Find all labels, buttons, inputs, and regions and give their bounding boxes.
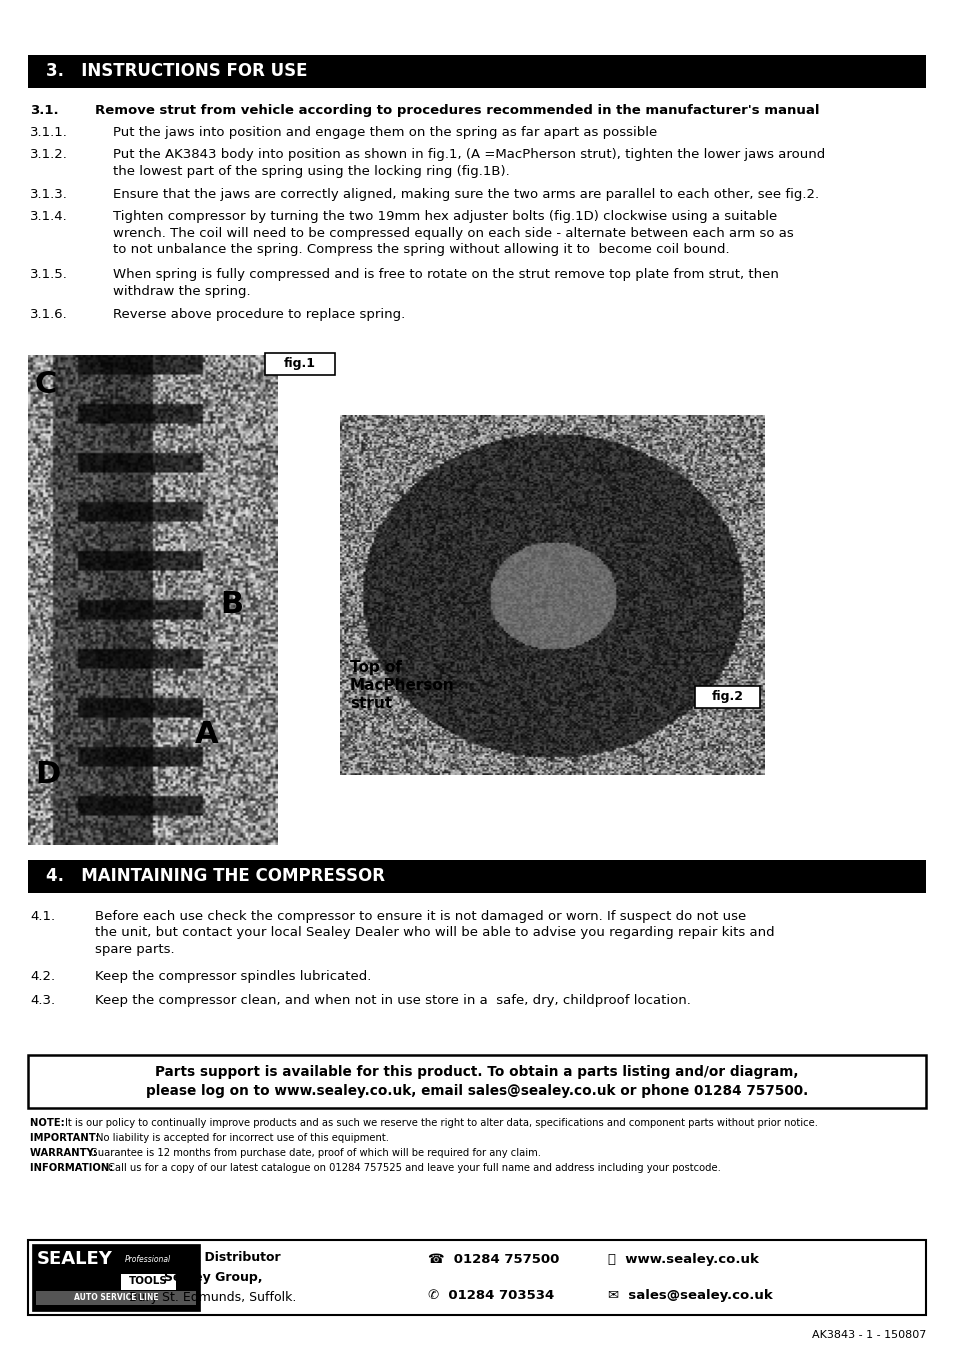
Text: Bury St. Edmunds, Suffolk.: Bury St. Edmunds, Suffolk. xyxy=(130,1291,296,1304)
Text: Top of
MacPherson
strut: Top of MacPherson strut xyxy=(350,660,455,711)
Text: B: B xyxy=(220,589,243,619)
Text: Put the AK3843 body into position as shown in fig.1, (A =MacPherson strut), tigh: Put the AK3843 body into position as sho… xyxy=(112,148,824,178)
Text: 3.   INSTRUCTIONS FOR USE: 3. INSTRUCTIONS FOR USE xyxy=(46,62,307,80)
Text: 3.1.: 3.1. xyxy=(30,104,58,117)
Text: ⓦ  www.sealey.co.uk: ⓦ www.sealey.co.uk xyxy=(607,1253,758,1266)
Bar xyxy=(28,860,925,893)
Text: ✆  01284 703534: ✆ 01284 703534 xyxy=(428,1289,554,1302)
Text: Put the jaws into position and engage them on the spring as far apart as possibl: Put the jaws into position and engage th… xyxy=(112,126,657,140)
Text: 3.1.3.: 3.1.3. xyxy=(30,188,68,201)
Text: Tighten compressor by turning the two 19mm hex adjuster bolts (fig.1D) clockwise: Tighten compressor by turning the two 19… xyxy=(112,210,793,256)
Text: 4.   MAINTAINING THE COMPRESSOR: 4. MAINTAINING THE COMPRESSOR xyxy=(46,867,385,886)
Text: ✉  sales@sealey.co.uk: ✉ sales@sealey.co.uk xyxy=(607,1289,772,1302)
Text: When spring is fully compressed and is free to rotate on the strut remove top pl: When spring is fully compressed and is f… xyxy=(112,268,778,298)
Text: INFORMATION:: INFORMATION: xyxy=(30,1163,117,1173)
Text: A: A xyxy=(194,720,218,749)
Text: WARRANTY:: WARRANTY: xyxy=(30,1148,100,1159)
Text: Reverse above procedure to replace spring.: Reverse above procedure to replace sprin… xyxy=(112,308,405,321)
Text: 3.1.4.: 3.1.4. xyxy=(30,210,68,224)
Text: NOTE:: NOTE: xyxy=(30,1118,69,1127)
Text: please log on to www.sealey.co.uk, email sales@sealey.co.uk or phone 01284 75750: please log on to www.sealey.co.uk, email… xyxy=(146,1084,807,1098)
Text: Guarantee is 12 months from purchase date, proof of which will be required for a: Guarantee is 12 months from purchase dat… xyxy=(90,1148,540,1159)
Bar xyxy=(28,1056,925,1108)
Text: Sealey Group,: Sealey Group, xyxy=(164,1271,262,1285)
Text: Remove strut from vehicle according to procedures recommended in the manufacture: Remove strut from vehicle according to p… xyxy=(95,104,819,117)
Text: 4.3.: 4.3. xyxy=(30,995,55,1007)
Text: Keep the compressor spindles lubricated.: Keep the compressor spindles lubricated. xyxy=(95,970,371,982)
Text: fig.2: fig.2 xyxy=(711,691,742,703)
Text: 3.1.6.: 3.1.6. xyxy=(30,308,68,321)
Text: Call us for a copy of our latest catalogue on 01284 757525 and leave your full n: Call us for a copy of our latest catalog… xyxy=(109,1163,720,1173)
Text: Sole UK Distributor: Sole UK Distributor xyxy=(146,1251,280,1264)
Text: AK3843 - 1 - 150807: AK3843 - 1 - 150807 xyxy=(811,1331,925,1340)
Text: C: C xyxy=(35,370,57,398)
Text: 4.1.: 4.1. xyxy=(30,911,55,923)
Bar xyxy=(28,1240,925,1314)
Text: 4.2.: 4.2. xyxy=(30,970,55,982)
Text: ☎  01284 757500: ☎ 01284 757500 xyxy=(428,1253,558,1266)
Text: IMPORTANT:: IMPORTANT: xyxy=(30,1133,103,1144)
Text: Parts support is available for this product. To obtain a parts listing and/or di: Parts support is available for this prod… xyxy=(155,1065,798,1080)
Bar xyxy=(695,686,760,709)
Text: 3.1.2.: 3.1.2. xyxy=(30,148,68,161)
Bar xyxy=(36,1290,195,1305)
Text: AUTO SERVICE LINE: AUTO SERVICE LINE xyxy=(73,1293,158,1302)
Text: No liability is accepted for incorrect use of this equipment.: No liability is accepted for incorrect u… xyxy=(96,1133,389,1144)
Text: 3.1.1.: 3.1.1. xyxy=(30,126,68,140)
Bar xyxy=(265,354,335,375)
Text: Professional: Professional xyxy=(124,1255,171,1264)
Text: fig.1: fig.1 xyxy=(284,358,315,370)
Text: Ensure that the jaws are correctly aligned, making sure the two arms are paralle: Ensure that the jaws are correctly align… xyxy=(112,188,819,201)
Text: 3.1.5.: 3.1.5. xyxy=(30,268,68,280)
Bar xyxy=(28,56,925,88)
Text: D: D xyxy=(35,760,60,789)
Bar xyxy=(32,1244,200,1312)
Text: It is our policy to continually improve products and as such we reserve the righ: It is our policy to continually improve … xyxy=(65,1118,817,1127)
Text: Keep the compressor clean, and when not in use store in a  safe, dry, childproof: Keep the compressor clean, and when not … xyxy=(95,995,690,1007)
Text: Before each use check the compressor to ensure it is not damaged or worn. If sus: Before each use check the compressor to … xyxy=(95,911,774,957)
Bar xyxy=(121,1274,176,1290)
Text: TOOLS: TOOLS xyxy=(129,1276,168,1286)
Text: SEALEY: SEALEY xyxy=(37,1251,112,1268)
